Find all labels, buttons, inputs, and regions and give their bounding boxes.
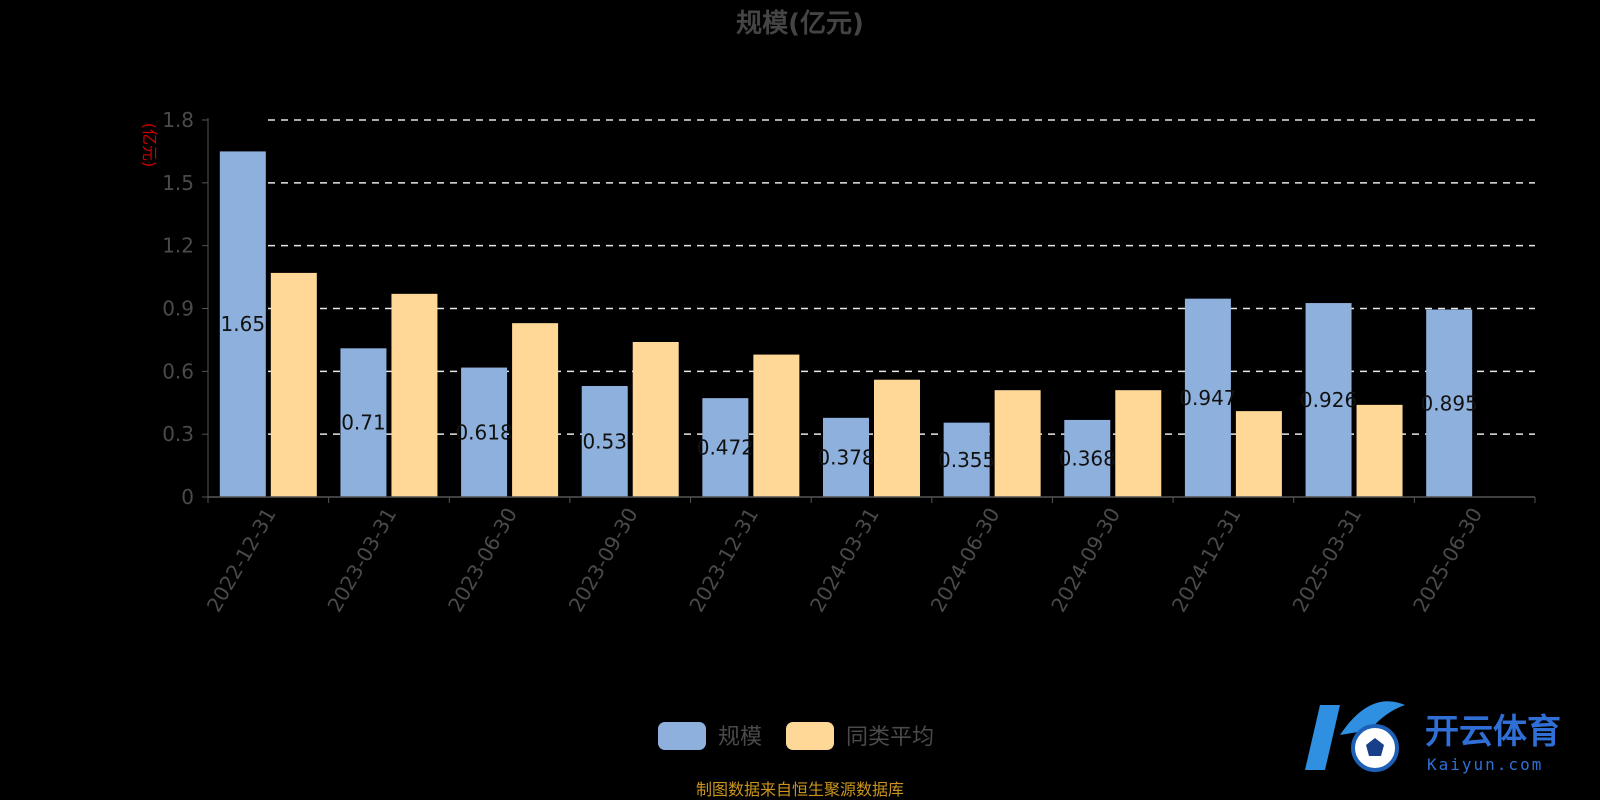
y-axis-label: (亿元)	[140, 123, 159, 168]
source-note: 制图数据来自恒生聚源数据库	[696, 780, 904, 799]
data-label: 0.71	[341, 411, 386, 435]
bar-peer-average[interactable]	[753, 354, 800, 497]
bar-scale[interactable]	[943, 422, 990, 497]
legend-swatch	[658, 722, 706, 750]
bar-peer-average[interactable]	[1356, 404, 1403, 497]
y-tick-label: 0.6	[162, 359, 194, 383]
kaiyun-logo-icon	[1305, 701, 1405, 772]
y-tick-label: 1.5	[162, 171, 194, 195]
x-tick-label: 2025-03-31	[1287, 504, 1366, 617]
x-tick-label: 2022-12-31	[202, 504, 281, 617]
watermark-text: 开云体育	[1425, 712, 1561, 752]
data-label: 0.926	[1300, 388, 1357, 412]
y-tick-label: 1.2	[162, 234, 194, 258]
bar-scale[interactable]	[702, 398, 749, 497]
bars	[219, 151, 1473, 497]
data-label: 0.53	[582, 429, 627, 453]
bar-scale[interactable]	[1305, 303, 1352, 497]
x-tick-label: 2023-12-31	[684, 504, 763, 617]
x-tick-label: 2024-06-30	[926, 504, 1005, 617]
data-label: 0.472	[697, 436, 754, 460]
bar-scale[interactable]	[581, 385, 628, 497]
y-tick-label: 1.8	[162, 108, 194, 132]
x-tick-label: 2025-06-30	[1408, 504, 1487, 617]
bar-peer-average[interactable]	[391, 293, 438, 497]
x-tick-label: 2023-09-30	[564, 504, 643, 617]
legend-swatch	[786, 722, 834, 750]
data-label: 0.947	[1179, 386, 1236, 410]
bar-scale[interactable]	[219, 151, 266, 497]
x-tick-label: 2024-12-31	[1167, 504, 1246, 617]
legend[interactable]: 规模 同类平均	[658, 722, 934, 750]
bar-scale[interactable]	[1064, 419, 1111, 497]
data-labels: 1.65 0.71 0.618 0.53 0.472 0.378 0.355 0.368 0.9…	[221, 312, 1478, 472]
legend-item-scale[interactable]: 规模	[658, 722, 762, 750]
legend-label: 同类平均	[846, 725, 934, 750]
data-label: 0.368	[1059, 446, 1116, 470]
x-tick-label: 2023-03-31	[322, 504, 401, 617]
y-tick-label: 0	[181, 485, 194, 509]
bar-scale[interactable]	[461, 367, 508, 497]
bar-peer-average[interactable]	[512, 323, 559, 497]
x-axis: 2022-12-31 2023-03-31 2023-06-30 2023-09-30…	[202, 496, 1536, 617]
data-label: 1.65	[221, 312, 266, 336]
y-tick-label: 0.3	[162, 422, 194, 446]
y-tick-label: 0.9	[162, 297, 194, 321]
data-label: 0.618	[455, 420, 512, 444]
data-label: 0.378	[817, 445, 874, 469]
legend-label: 规模	[718, 725, 762, 750]
bar-peer-average[interactable]	[270, 272, 317, 497]
bar-scale[interactable]	[1426, 309, 1473, 497]
watermark-subtext: Kaiyun.com	[1427, 755, 1543, 774]
legend-item-peer-average[interactable]: 同类平均	[786, 722, 934, 750]
bar-peer-average[interactable]	[632, 342, 679, 497]
bar-peer-average[interactable]	[874, 379, 920, 497]
y-axis: 0 0.3 0.6 0.9 1.2 1.5 1.8	[162, 108, 209, 509]
bar-scale[interactable]	[1184, 298, 1231, 497]
data-label: 0.895	[1421, 391, 1478, 415]
bar-peer-average[interactable]	[1235, 411, 1282, 497]
bar-scale[interactable]	[823, 417, 869, 497]
x-tick-label: 2024-09-30	[1046, 504, 1125, 617]
chart-title: 规模(亿元)	[736, 9, 864, 39]
bar-scale[interactable]	[340, 348, 387, 497]
data-label: 0.355	[938, 448, 995, 472]
x-tick-label: 2024-03-31	[805, 504, 884, 617]
bar-peer-average[interactable]	[994, 390, 1041, 497]
watermark-logo: 开云体育 Kaiyun.com	[1305, 701, 1561, 774]
x-tick-label: 2023-06-30	[443, 504, 522, 617]
bar-peer-average[interactable]	[1115, 390, 1162, 497]
